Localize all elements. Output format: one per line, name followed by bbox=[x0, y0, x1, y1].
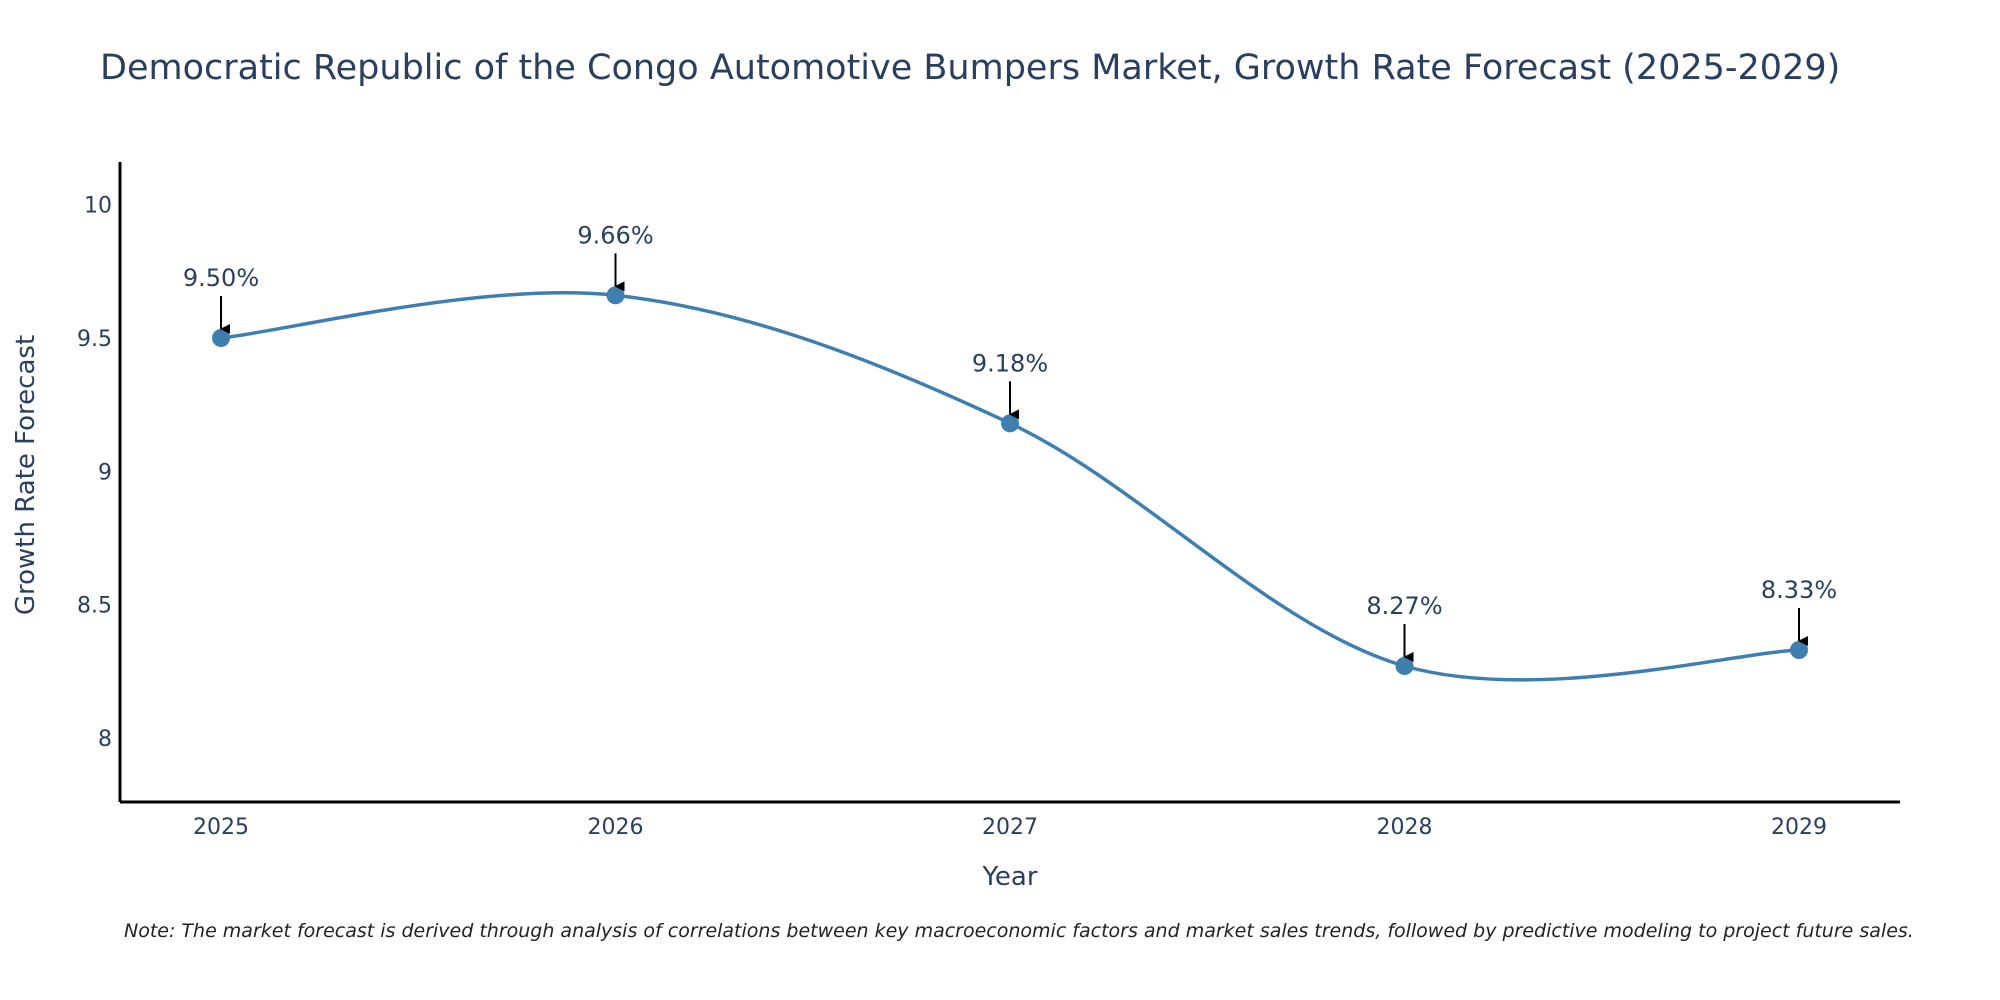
data-point-2028[interactable] bbox=[1395, 657, 1414, 675]
y-tick-label: 8.5 bbox=[77, 594, 112, 619]
data-label-2025: 9.50% bbox=[183, 264, 259, 292]
x-tick-label: 2027 bbox=[982, 815, 1038, 840]
data-point-2026[interactable] bbox=[606, 286, 625, 305]
x-tick-label: 2029 bbox=[1771, 815, 1827, 840]
chart-title: Democratic Republic of the Congo Automot… bbox=[100, 48, 1841, 88]
data-point-2027[interactable] bbox=[1001, 414, 1019, 433]
y-tick-label: 8 bbox=[98, 727, 112, 752]
x-axis-title: Year bbox=[981, 862, 1037, 892]
chart-note: Note: The market forecast is derived thr… bbox=[124, 920, 1914, 942]
x-tick-label: 2028 bbox=[1377, 815, 1433, 840]
data-point-2029[interactable] bbox=[1790, 641, 1808, 659]
data-label-2029: 8.33% bbox=[1761, 576, 1837, 604]
y-tick-label: 9.5 bbox=[77, 327, 112, 352]
y-axis-title: Growth Rate Forecast bbox=[11, 335, 41, 615]
x-tick-label: 2026 bbox=[588, 815, 644, 840]
data-label-2026: 9.66% bbox=[577, 221, 653, 249]
y-tick-label: 9 bbox=[98, 460, 112, 485]
data-label-2027: 9.18% bbox=[972, 349, 1048, 377]
data-point-2025[interactable] bbox=[212, 329, 230, 347]
y-tick-label: 10 bbox=[84, 194, 112, 219]
data-label-2028: 8.27% bbox=[1366, 592, 1442, 620]
x-tick-label: 2025 bbox=[193, 815, 249, 840]
